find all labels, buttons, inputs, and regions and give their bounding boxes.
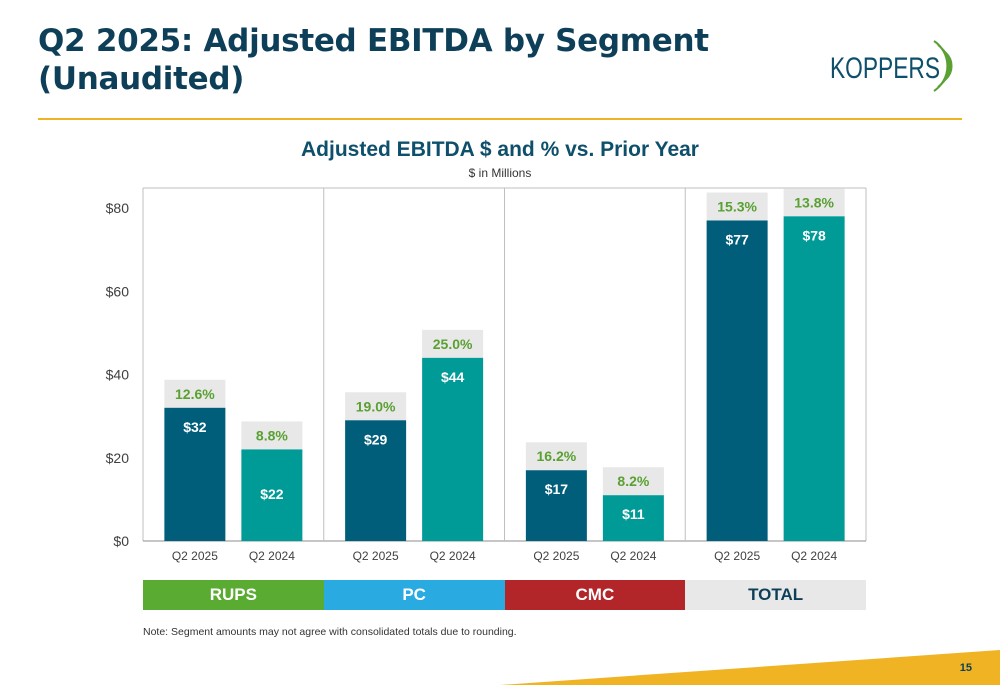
segment-label-total: TOTAL: [685, 580, 866, 610]
margin-box: [241, 421, 303, 450]
logo-arc-icon: [933, 40, 953, 92]
margin-label: 13.8%: [794, 194, 834, 210]
value-label: $77: [725, 231, 749, 247]
bar-rups-q2-2024: [241, 449, 303, 541]
margin-box: [706, 192, 768, 221]
margin-box: [422, 329, 484, 358]
margin-label: 16.2%: [537, 448, 577, 464]
margin-label: 25.0%: [433, 336, 473, 352]
margin-box: [164, 379, 226, 408]
margin-box: [783, 188, 845, 217]
margin-label: 15.3%: [717, 198, 757, 214]
title-divider: [38, 118, 962, 120]
margin-label: 19.0%: [356, 398, 396, 414]
slide-title-line-1: Q2 2025: Adjusted EBITDA by Segment: [38, 23, 709, 59]
value-label: $22: [260, 486, 284, 502]
bar-total-q2-2024: [783, 216, 845, 541]
y-tick-label: $60: [106, 283, 130, 299]
y-tick-label: $40: [106, 367, 130, 383]
chart-title: Adjusted EBITDA $ and % vs. Prior Year: [301, 138, 699, 161]
value-label: $17: [545, 481, 569, 497]
rounding-note: Note: Segment amounts may not agree with…: [143, 626, 517, 638]
x-tick-label: Q2 2024: [430, 549, 476, 563]
bar-total-q2-2025: [706, 220, 768, 542]
segment-label-rups: RUPS: [143, 580, 324, 610]
footer-accent-wedge: [500, 650, 1000, 685]
value-label: $32: [183, 419, 207, 435]
value-label: $44: [441, 369, 465, 385]
x-tick-label: Q2 2024: [610, 549, 656, 563]
margin-label: 12.6%: [175, 386, 215, 402]
y-tick-label: $20: [106, 450, 130, 466]
x-tick-label: Q2 2025: [172, 549, 218, 563]
bar-pc-q2-2024: [422, 357, 484, 541]
koppers-logo: KOPPERS: [830, 40, 953, 92]
segment-label-cmc: CMC: [504, 580, 686, 610]
x-tick-label: Q2 2025: [714, 549, 760, 563]
margin-box: [602, 467, 664, 496]
bar-rups-q2-2025: [164, 407, 226, 541]
segment-label-pc: PC: [323, 580, 505, 610]
logo-wordmark: KOPPERS: [830, 52, 940, 85]
y-tick-label: $80: [106, 200, 130, 216]
x-tick-label: Q2 2024: [249, 549, 295, 563]
y-tick-label: $0: [113, 533, 129, 549]
slide-title: Q2 2025: Adjusted EBITDA by Segment (Una…: [38, 22, 709, 98]
margin-label: 8.2%: [617, 473, 649, 489]
margin-box: [525, 442, 587, 471]
value-label: $11: [622, 506, 645, 522]
bar-cmc-q2-2025: [525, 470, 587, 541]
value-label: $78: [802, 227, 826, 243]
page-number: 15: [959, 662, 972, 674]
value-label: $29: [364, 431, 388, 447]
x-tick-label: Q2 2024: [791, 549, 837, 563]
x-tick-label: Q2 2025: [533, 549, 579, 563]
margin-label: 8.8%: [256, 427, 288, 443]
bar-pc-q2-2025: [345, 420, 407, 541]
chart-subtitle: $ in Millions: [468, 166, 532, 180]
margin-box: [345, 392, 407, 421]
x-tick-label: Q2 2025: [353, 549, 399, 563]
bar-cmc-q2-2024: [602, 495, 664, 541]
slide-title-line-2: (Unaudited): [38, 61, 245, 97]
